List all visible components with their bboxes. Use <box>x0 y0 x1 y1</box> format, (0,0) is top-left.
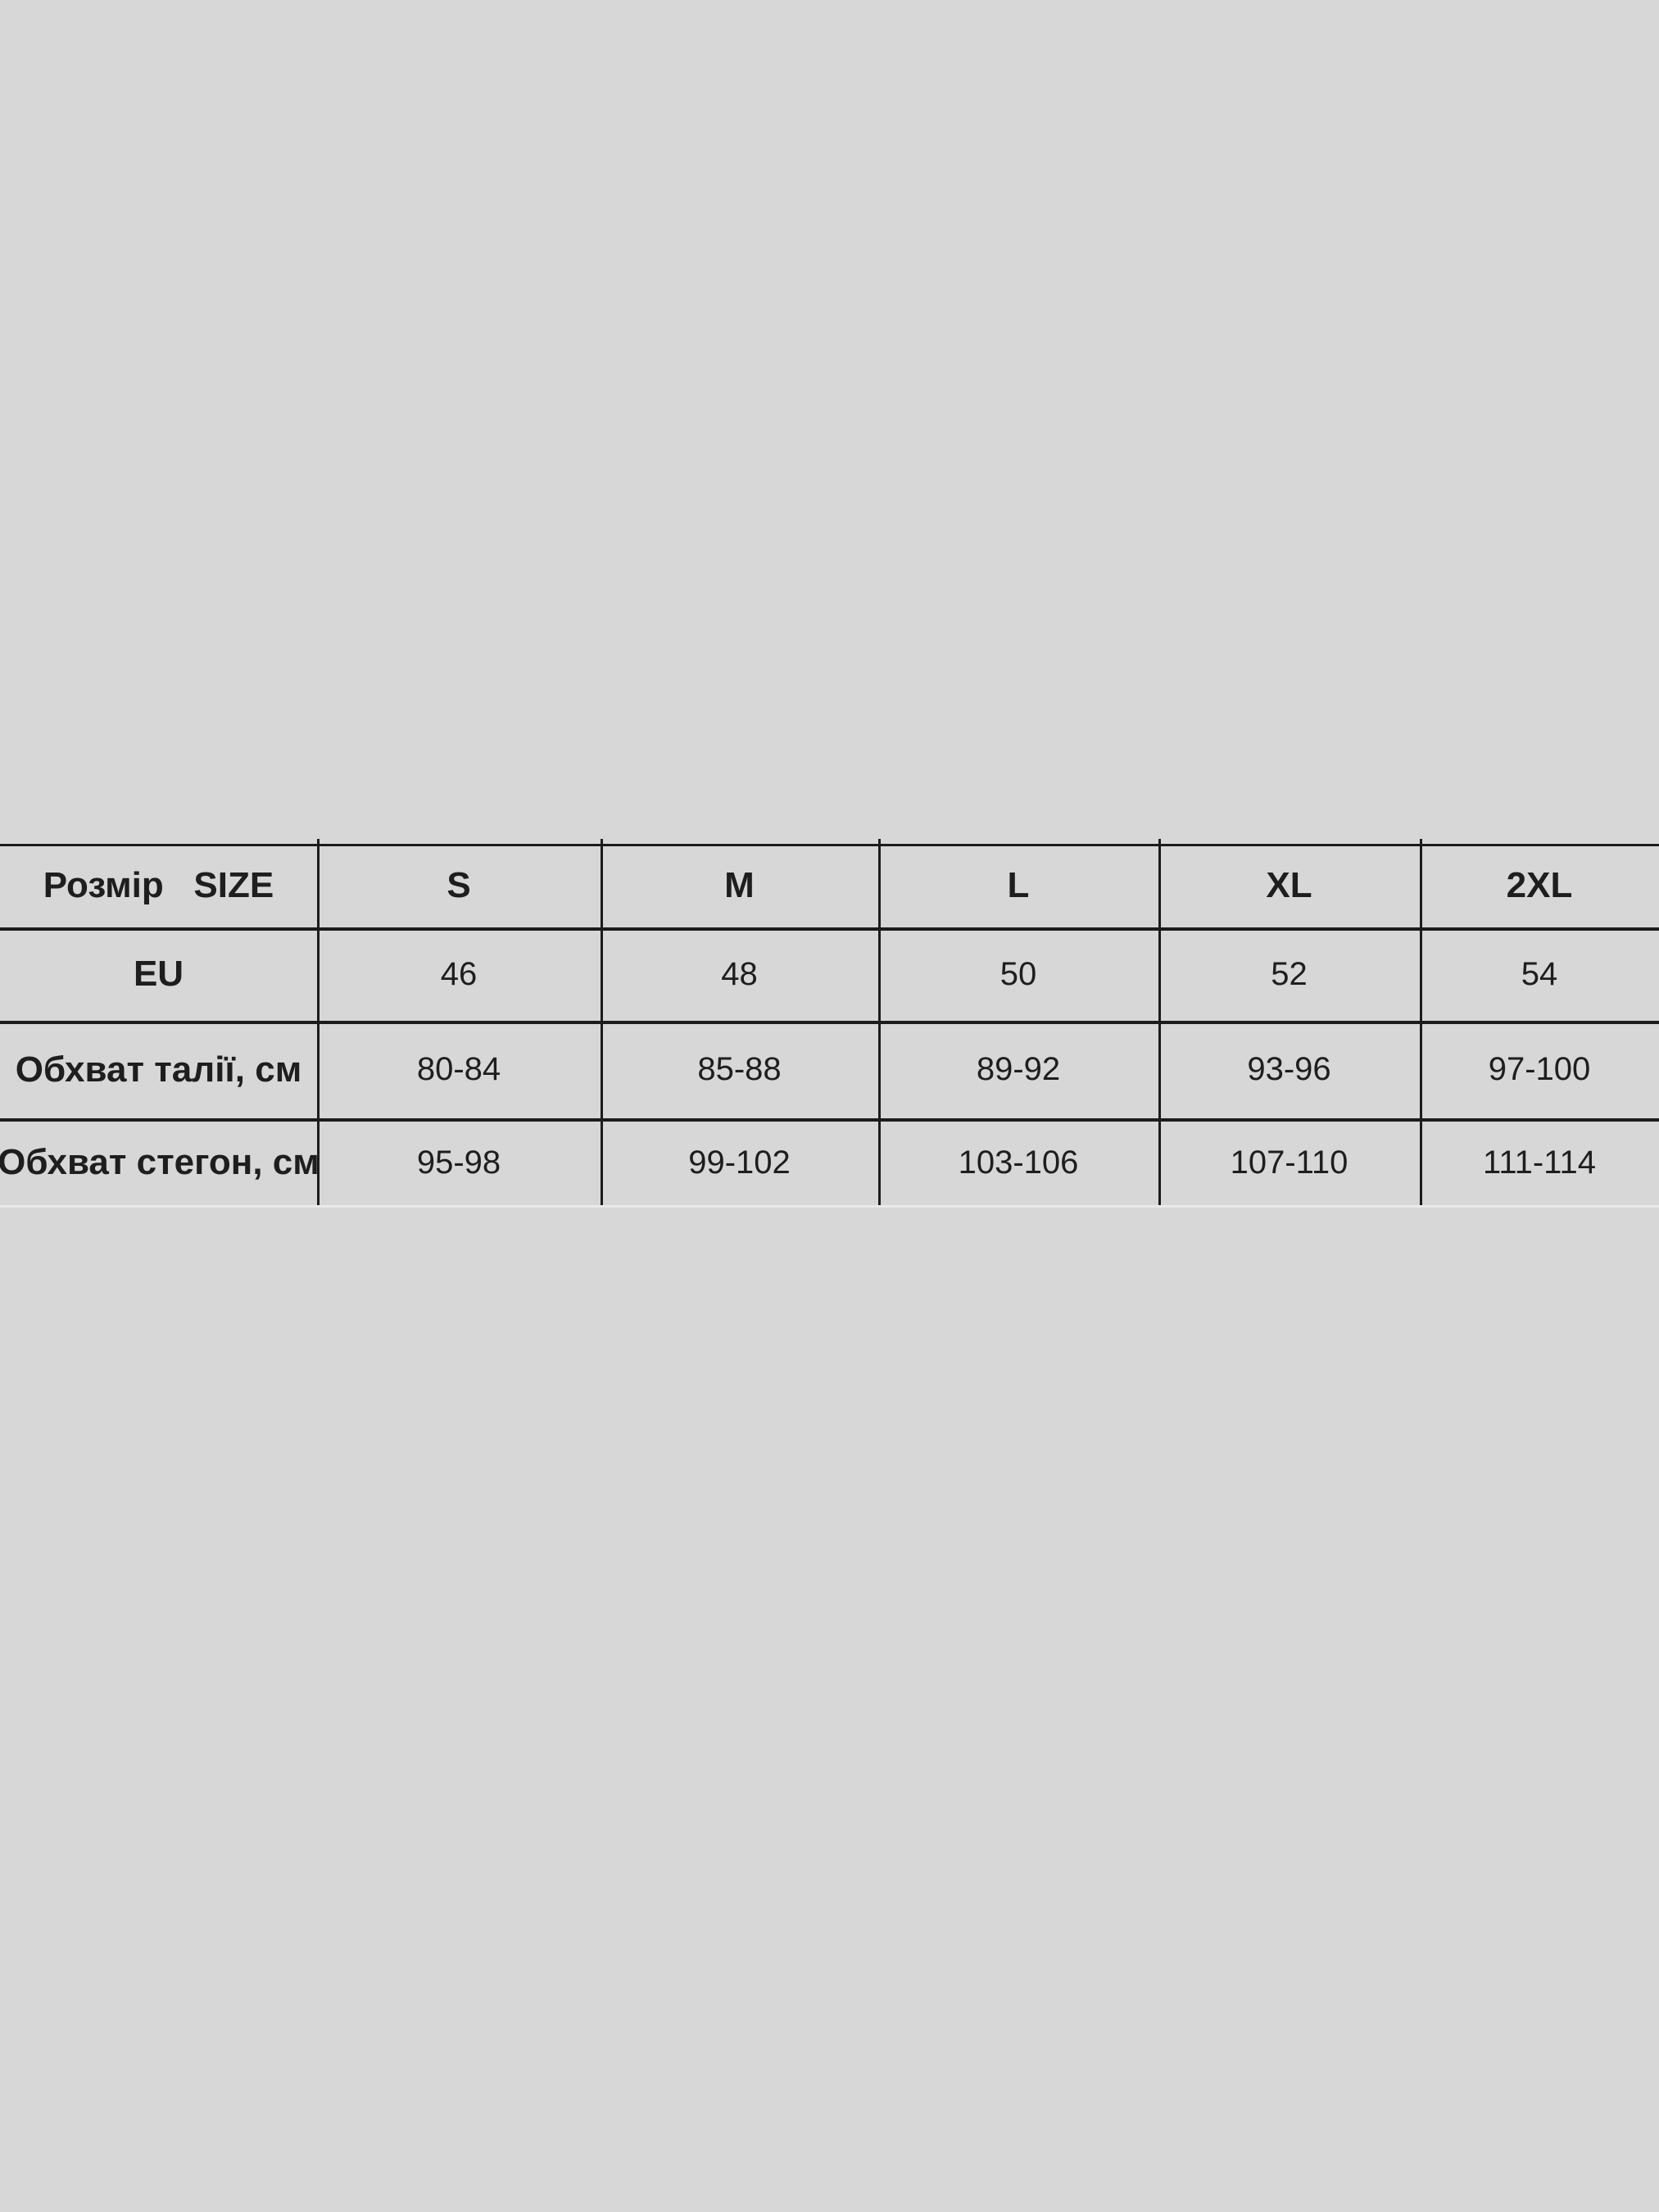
row-divider <box>0 927 1659 931</box>
eu-value-cell: 50 <box>999 955 1037 992</box>
table-bottom-edge <box>0 1205 1659 1208</box>
hips-value-cell: 103-106 <box>958 1144 1079 1181</box>
hips-value-cell: 111-114 <box>1483 1144 1596 1181</box>
table-top-border <box>0 844 1659 846</box>
eu-value-cell: 52 <box>1271 955 1308 992</box>
eu-value-cell: 54 <box>1521 955 1558 992</box>
hips-value-cell: 107-110 <box>1230 1144 1349 1181</box>
size-chart-table: Розмір SIZE S M L XL 2XL EU 46 48 50 52 … <box>0 839 1659 1208</box>
eu-value-cell: 48 <box>721 955 758 992</box>
size-chart-header-label: Розмір SIZE <box>43 865 274 905</box>
waist-value-cell: 85-88 <box>697 1051 782 1087</box>
waist-value-cell: 97-100 <box>1488 1051 1591 1087</box>
hips-value-cell: 99-102 <box>688 1144 791 1181</box>
size-col-header-xl: XL <box>1266 865 1312 905</box>
size-col-header-m: M <box>724 865 755 905</box>
row-divider <box>0 1118 1659 1122</box>
eu-value-cell: 46 <box>440 955 478 992</box>
size-col-header-l: L <box>1007 865 1030 905</box>
row-label-eu: EU <box>133 954 184 994</box>
size-col-header-2xl: 2XL <box>1506 865 1573 905</box>
row-divider <box>0 1021 1659 1024</box>
waist-value-cell: 89-92 <box>976 1051 1061 1087</box>
row-label-waist: Обхват талії, см <box>15 1049 302 1090</box>
row-label-hips: Обхват стегон, см <box>0 1142 317 1182</box>
size-col-header-s: S <box>446 865 471 905</box>
hips-value-cell: 95-98 <box>416 1144 501 1181</box>
waist-value-cell: 93-96 <box>1247 1051 1331 1087</box>
waist-value-cell: 80-84 <box>416 1051 501 1087</box>
